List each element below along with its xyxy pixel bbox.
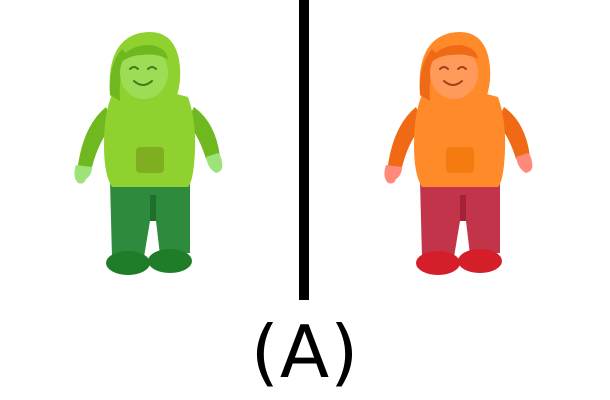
left-hand: [384, 165, 402, 184]
pants-crease: [150, 195, 156, 221]
right-sleeve: [186, 107, 220, 161]
left-eye: [439, 66, 449, 70]
smile: [133, 80, 153, 86]
right-shoe: [148, 249, 192, 273]
left-shoe: [106, 251, 150, 275]
hoodie-pocket: [446, 147, 474, 173]
hair: [120, 45, 168, 63]
pants-crease: [460, 195, 466, 221]
right-eye: [457, 66, 467, 70]
toy-figure-orange: [384, 31, 533, 275]
vertical-divider: [299, 0, 309, 300]
left-sleeve: [388, 107, 424, 169]
hoodie-pocket: [136, 147, 164, 173]
right-shoe: [458, 249, 502, 273]
face: [430, 47, 478, 99]
right-hand: [516, 153, 533, 173]
hoodie-body: [104, 90, 196, 187]
panel-caption: (A): [250, 310, 360, 394]
hoodie-body: [414, 90, 506, 187]
right-eye: [147, 66, 157, 70]
smile: [443, 80, 463, 86]
right-sleeve: [496, 107, 530, 161]
hair: [430, 45, 478, 63]
left-hand: [74, 165, 92, 184]
right-hand: [206, 153, 223, 173]
left-shoe: [416, 251, 460, 275]
left-sleeve: [78, 107, 114, 169]
left-eye: [129, 66, 139, 70]
face: [120, 47, 168, 99]
toy-figure-green: [74, 31, 223, 275]
